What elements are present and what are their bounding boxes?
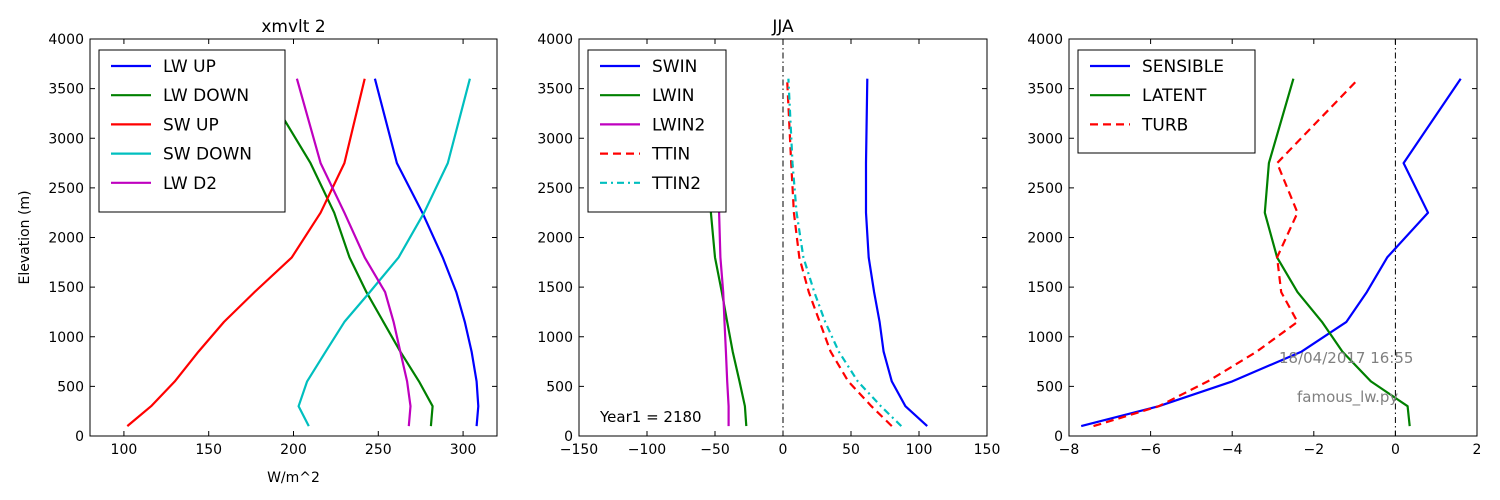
panel-3-y-tick-label: 4000 bbox=[1027, 32, 1063, 48]
panel-2-x-tick-label: 0 bbox=[779, 442, 788, 458]
legend-label: SWIN bbox=[652, 57, 697, 77]
legend-label: SENSIBLE bbox=[1142, 57, 1224, 77]
panel-1-y-tick-label: 500 bbox=[57, 379, 84, 395]
panel-3-y-tick-label: 2500 bbox=[1027, 181, 1063, 197]
legend-label: TURB bbox=[1141, 115, 1188, 135]
panel-2-legend: SWIN LWIN LWIN2 TTIN TTIN2 bbox=[587, 49, 727, 213]
legend-label: SW UP bbox=[163, 115, 219, 135]
series-line-latent bbox=[1263, 78, 1411, 427]
panel-1-x-tick-label: 150 bbox=[195, 442, 222, 458]
panel-1-plot-area: 100 150 200 250 3000500100015002000250030003… bbox=[48, 32, 497, 458]
legend-label: LWIN bbox=[652, 86, 694, 106]
panel-1-y-tick-label: 3500 bbox=[48, 82, 84, 98]
panel-2-y-tick-label: 1500 bbox=[537, 280, 573, 296]
panel-2-y-tick-label: 2500 bbox=[537, 181, 573, 197]
legend-label: LATENT bbox=[1142, 86, 1207, 106]
panel-1-x-axis-label: W/m^2 bbox=[267, 470, 320, 486]
panel-3-x-tick-label: −8 bbox=[1059, 442, 1080, 458]
panel-3: −8 −6 −4 −2 0 2 0 500 1000 1500 2000 2500 3000 3500 40… bbox=[1027, 32, 1481, 458]
series-line-lwin2 bbox=[717, 187, 730, 427]
series-line-lwin bbox=[709, 187, 748, 427]
panel-2-y-tick-label: 0 bbox=[564, 429, 573, 445]
panel-2-x-tick-label: 50 bbox=[842, 442, 860, 458]
panel-1-title: xmvlt 2 bbox=[261, 17, 325, 37]
series-line-lw-up bbox=[373, 78, 480, 427]
series-line-sensible bbox=[1080, 78, 1462, 428]
panel-2-x-tick-label: −100 bbox=[628, 442, 666, 458]
panel-3-legend: SENSIBLE LATENT TURB bbox=[1077, 49, 1256, 154]
series-line-ttin2 bbox=[787, 78, 903, 427]
panel-1-y-tick-label: 0 bbox=[75, 429, 84, 445]
panel-1-y-tick-label: 3000 bbox=[48, 131, 84, 147]
panel-2-year-annotation: Year1 = 2180 bbox=[599, 408, 702, 426]
panel-1-x-tick-label: 250 bbox=[365, 442, 392, 458]
panel-1-y-tick-label: 1500 bbox=[48, 280, 84, 296]
panel-3-x-tick-label: −4 bbox=[1222, 442, 1243, 458]
panel-3-script-annotation: famous_lw.py bbox=[1297, 388, 1398, 407]
panel-3-plot-area: −8 −6 −4 −2 0 2 0 500 1000 1500 2000 2500 3000 3500 40… bbox=[1027, 32, 1481, 458]
panel-3-y-tick-label: 0 bbox=[1054, 429, 1063, 445]
series-line-lw-down bbox=[258, 78, 434, 427]
legend-label: LW UP bbox=[163, 57, 216, 77]
series-line-swin bbox=[864, 78, 928, 427]
panel-2-y-tick-label: 3500 bbox=[537, 82, 573, 98]
series-line-lw-d2 bbox=[295, 78, 412, 427]
panel-3-y-tick-label: 500 bbox=[1036, 379, 1063, 395]
panel-3-y-tick-label: 1000 bbox=[1027, 330, 1063, 346]
panel-2-y-tick-label: 500 bbox=[546, 379, 573, 395]
panel-1: 100 150 200 250 3000500100015002000250030003… bbox=[17, 17, 498, 486]
legend-box bbox=[587, 49, 727, 213]
legend-label: TTIN2 bbox=[651, 174, 701, 194]
panel-1-y-tick-label: 1000 bbox=[48, 330, 84, 346]
panel-2-x-tick-label: −50 bbox=[700, 442, 730, 458]
panel-1-y-axis-label: Elevation (m) bbox=[17, 190, 33, 284]
legend-label: LW D2 bbox=[163, 174, 217, 194]
panel-3-timestamp-annotation: 18/04/2017 16:55 bbox=[1279, 349, 1413, 367]
panel-2-y-tick-label: 3000 bbox=[537, 131, 573, 147]
panel-3-y-tick-label: 1500 bbox=[1027, 280, 1063, 296]
panel-1-legend: LW UP LW DOWN SW UP SW DOWN LW D2 bbox=[98, 49, 286, 213]
legend-label: SW DOWN bbox=[163, 145, 252, 165]
panel-1-y-tick-label: 4000 bbox=[48, 32, 84, 48]
series-line-ttin bbox=[786, 78, 893, 427]
panel-2-y-tick-label: 2000 bbox=[537, 231, 573, 247]
panel-3-x-tick-label: −2 bbox=[1303, 442, 1324, 458]
panel-3-x-tick-label: 0 bbox=[1391, 442, 1400, 458]
series-line-turb bbox=[1093, 77, 1360, 428]
legend-label: TTIN bbox=[651, 145, 690, 165]
panel-3-x-tick-label: −6 bbox=[1140, 442, 1161, 458]
legend-box bbox=[98, 49, 286, 213]
panel-2-y-tick-label: 4000 bbox=[537, 32, 573, 48]
legend-label: LW DOWN bbox=[163, 86, 249, 106]
legend-label: LWIN2 bbox=[652, 115, 705, 135]
panel-2-x-tick-label: −150 bbox=[560, 442, 598, 458]
panel-3-y-tick-label: 2000 bbox=[1027, 231, 1063, 247]
panel-3-y-tick-label: 3000 bbox=[1027, 131, 1063, 147]
panel-2-x-tick-label: 150 bbox=[974, 442, 1001, 458]
panel-2-y-tick-label: 1000 bbox=[537, 330, 573, 346]
panel-1-x-tick-label: 200 bbox=[280, 442, 307, 458]
panel-1-x-tick-label: 100 bbox=[111, 442, 138, 458]
panel-2: −150 −100 −50 0 50 100 15005001000150020002500… bbox=[537, 17, 1000, 458]
panel-3-y-tick-label: 3500 bbox=[1027, 82, 1063, 98]
panel-2-x-tick-label: 100 bbox=[906, 442, 933, 458]
panel-1-y-tick-label: 2000 bbox=[48, 231, 84, 247]
panel-2-plot-area: −150 −100 −50 0 50 100 15005001000150020002500… bbox=[537, 32, 1000, 458]
panel-1-x-tick-label: 300 bbox=[450, 442, 477, 458]
panel-1-y-tick-label: 2500 bbox=[48, 181, 84, 197]
legend-box bbox=[1077, 49, 1256, 154]
panel-3-x-tick-label: 2 bbox=[1473, 442, 1482, 458]
panel-2-title: JJA bbox=[771, 17, 794, 37]
series-line-sw-down bbox=[297, 78, 471, 427]
